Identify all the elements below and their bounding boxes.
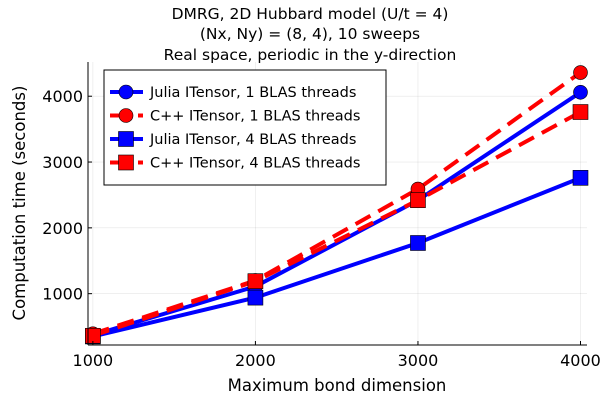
series-3-point-1 xyxy=(247,273,264,289)
legend-entry-1: C++ ITensor, 1 BLAS threads xyxy=(110,108,360,125)
legend-entry-0-label: Julia ITensor, 1 BLAS threads xyxy=(149,85,356,101)
series-3 xyxy=(85,104,589,344)
legend-entry-3-marker xyxy=(118,154,134,171)
x-tick-label-1: 2000 xyxy=(235,351,276,370)
legend-entry-1-marker xyxy=(118,108,134,123)
series-2-line xyxy=(92,175,582,339)
series-2 xyxy=(85,170,589,345)
legend-entry-2: Julia ITensor, 4 BLAS threads xyxy=(110,131,356,148)
chart-title-line-3: Real space, periodic in the y-direction xyxy=(164,46,457,64)
series-0-point-3 xyxy=(573,84,588,100)
legend: Julia ITensor, 1 BLAS threads C++ ITensor… xyxy=(103,69,387,186)
y-tick-label-1: 2000 xyxy=(42,219,83,238)
x-tick-label-2: 3000 xyxy=(398,351,439,370)
legend-entry-3-label: C++ ITensor, 4 BLAS threads xyxy=(150,156,360,172)
series-2-point-2 xyxy=(410,235,426,251)
legend-entry-2-marker xyxy=(118,131,134,147)
series-2-point-1 xyxy=(247,289,264,306)
series-2-point-3 xyxy=(572,170,589,186)
legend-entry-2-label: Julia ITensor, 4 BLAS threads xyxy=(149,132,356,148)
y-axis-label: Computation time (seconds) xyxy=(10,86,29,321)
axes xyxy=(87,62,587,346)
y-tick-label-0: 1000 xyxy=(42,285,83,304)
legend-entry-3: C++ ITensor, 4 BLAS threads xyxy=(110,154,360,172)
series-layer xyxy=(85,65,589,345)
series-1-point-3 xyxy=(573,65,588,80)
legend-entry-0-marker xyxy=(118,84,134,100)
legend-entry-0: Julia ITensor, 1 BLAS threads xyxy=(110,84,356,101)
series-3-line xyxy=(92,110,582,338)
y-tick-label-2: 3000 xyxy=(42,153,83,172)
legend-entry-1-label: C++ ITensor, 1 BLAS threads xyxy=(150,109,360,125)
chart-title-line-2: (Nx, Ny) = (8, 4), 10 sweeps xyxy=(200,25,420,43)
tick-labels: 1000 2000 3000 4000 1000 2000 3000 4000 xyxy=(42,87,600,370)
x-tick-label-0: 1000 xyxy=(73,351,114,370)
y-tick-label-3: 4000 xyxy=(42,87,83,106)
legend-box xyxy=(103,69,387,186)
chart-title-line-1: DMRG, 2D Hubbard model (U/t = 4) xyxy=(172,5,449,23)
series-3-point-3 xyxy=(572,104,589,120)
x-axis-label: Maximum bond dimension xyxy=(228,376,447,395)
series-0-line xyxy=(92,90,582,338)
series-3-point-2 xyxy=(410,192,426,209)
x-tick-label-3: 4000 xyxy=(560,351,600,370)
